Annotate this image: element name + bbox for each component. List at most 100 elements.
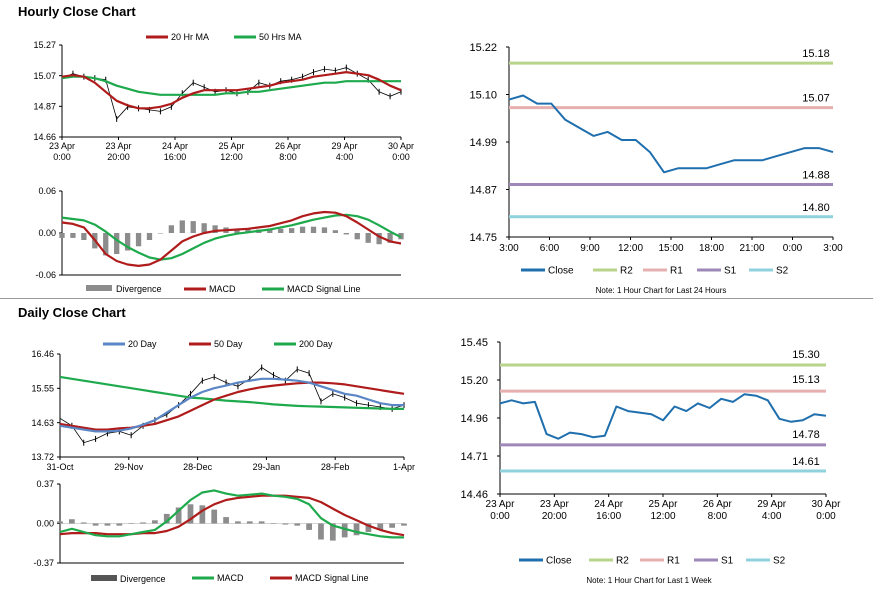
daily_macd-divergence-bar [128, 523, 135, 524]
daily-section-title: Daily Close Chart [18, 305, 126, 320]
hourly_levels-ytick-label: 14.87 [469, 184, 497, 196]
hourly_macd-divergence-bar [332, 230, 339, 233]
daily_levels-level-label: 14.78 [792, 429, 820, 441]
daily_macd-ytick-label: 0.00 [36, 519, 54, 529]
daily_macd-divergence-bar [246, 521, 253, 524]
daily_macd-ytick-label: -0.37 [33, 558, 54, 568]
daily_macd-divergence-bar [353, 523, 360, 536]
hourly_levels-ytick-label: 14.99 [469, 137, 497, 149]
section-divider [0, 298, 873, 299]
daily_macd-divergence-bar [294, 523, 301, 526]
hourly_price-xtick-label: 16:00 [164, 152, 187, 162]
hourly_price-xtick-label: 4:00 [336, 152, 354, 162]
hourly_levels-level-label: 15.07 [802, 93, 830, 105]
hourly_levels-legend-label: R2 [620, 266, 633, 277]
daily_macd-divergence-bar [341, 523, 348, 538]
daily_macd-divergence-bar [223, 517, 229, 524]
hourly_levels-legend-label: S1 [724, 266, 737, 277]
daily_levels-xtick-label: 12:00 [650, 511, 675, 522]
hourly_price-series-close [61, 67, 402, 120]
daily_macd-divergence-bar [80, 522, 87, 524]
hourly_levels-level-label: 14.80 [802, 202, 830, 214]
daily_macd-ytick-label: 0.37 [36, 479, 54, 489]
hourly_macd-divergence-bar [343, 233, 349, 235]
daily_macd-divergence-bar [163, 513, 170, 524]
daily_levels-legend-label: R2 [616, 556, 629, 567]
hourly_levels-series-close [508, 94, 834, 174]
hourly_macd-divergence-bar [234, 228, 240, 233]
daily_levels-level-label: 15.30 [792, 349, 820, 361]
hourly_macd-divergence-bar [59, 233, 65, 238]
daily_levels-xtick-label: 24 Apr [594, 499, 624, 510]
hourly_levels-xtick-label: 6:00 [540, 243, 560, 254]
hourly_macd-legend-label: MACD [209, 284, 236, 294]
hourly_macd-divergence-bar [157, 233, 164, 234]
daily_macd-divergence-bar [104, 523, 111, 526]
daily_levels-xtick-label: 20:00 [542, 511, 567, 522]
daily_macd-divergence-bar [306, 523, 312, 530]
hourly_levels-note: Note: 1 Hour Chart for Last 24 Hours [596, 286, 727, 295]
hourly_levels-ytick-label: 14.75 [469, 232, 497, 244]
hourly_levels-xtick-label: 3:00 [823, 243, 843, 254]
daily_macd-divergence-bar [282, 523, 289, 525]
daily_price-ytick-label: 14.63 [31, 418, 54, 428]
daily_macd-divergence-bar [258, 521, 265, 524]
hourly_price-xtick-label: 8:00 [279, 152, 297, 162]
daily_macd-divergence-bar [270, 523, 277, 524]
daily_macd-divergence-bar [401, 523, 407, 526]
daily_macd-legend-label: MACD [217, 573, 244, 583]
daily_price-xtick-label: 28-Dec [183, 462, 213, 472]
daily_macd-divergence-bar [92, 523, 99, 526]
hourly_macd-divergence-bar [124, 233, 131, 251]
daily_price-series-200-day [59, 375, 404, 410]
daily_price-legend-label: 200 Day [299, 339, 333, 349]
daily_price-xtick-label: 1-Apr [393, 462, 415, 472]
hourly_macd-divergence-bar [299, 226, 306, 233]
daily_price-xtick-label: 31-Oct [46, 462, 74, 472]
hourly_macd-series-macd-signal-line [61, 213, 402, 261]
daily_macd-divergence-bar [365, 523, 372, 533]
daily_levels-ytick-label: 15.45 [460, 337, 488, 349]
daily_levels-legend-label: Close [546, 556, 572, 567]
daily_price-xtick-label: 28-Feb [321, 462, 350, 472]
daily_macd-series-macd-signal-line [59, 494, 405, 537]
daily_levels-xtick-label: 25 Apr [649, 499, 679, 510]
hourly_macd-divergence-bar [114, 233, 120, 254]
hourly_levels-ytick-label: 15.22 [469, 42, 497, 54]
hourly_macd-divergence-bar [103, 233, 109, 256]
daily_levels-xtick-label: 26 Apr [703, 499, 733, 510]
hourly_macd-legend-swatch [86, 285, 112, 291]
daily_macd-divergence-bar [175, 507, 182, 524]
hourly_price-xtick-label: 0:00 [392, 152, 410, 162]
hourly_levels-legend-label: Close [548, 266, 574, 277]
hourly_macd-divergence-bar [310, 226, 317, 233]
daily_levels-xtick-label: 16:00 [596, 511, 621, 522]
daily_price-ytick-label: 13.72 [31, 452, 54, 462]
daily_macd-divergence-bar [329, 523, 336, 541]
hourly_macd-divergence-bar [267, 229, 273, 233]
hourly_macd-ytick-label: 0.00 [38, 228, 56, 238]
hourly_price-xtick-label: 26 Apr [275, 141, 301, 151]
hourly_macd-divergence-bar [146, 233, 153, 240]
daily_macd-legend-label: Divergence [120, 574, 166, 584]
hourly_price-xtick-label: 0:00 [53, 152, 71, 162]
daily_price-xtick-label: 29-Jan [253, 462, 281, 472]
hourly_levels-ytick-label: 15.10 [469, 89, 497, 101]
daily_levels-xtick-label: 23 Apr [540, 499, 570, 510]
hourly_macd-series-macd [61, 210, 402, 267]
daily_levels-ytick-label: 14.71 [460, 451, 488, 463]
daily_levels-ytick-label: 14.46 [460, 489, 488, 501]
daily_price-xtick-label: 29-Nov [114, 462, 144, 472]
daily_macd-divergence-bar [140, 522, 146, 524]
daily_macd-legend-swatch [91, 575, 117, 581]
hourly_macd-divergence-bar [212, 225, 218, 233]
daily_levels-xtick-label: 23 Apr [486, 499, 516, 510]
daily_macd-divergence-bar [235, 521, 241, 524]
daily_macd-legend-label: MACD Signal Line [295, 573, 369, 583]
hourly_price-series-50-hrs-ma [61, 75, 401, 96]
daily_macd-divergence-bar [57, 521, 63, 524]
daily_levels-note: Note: 1 Hour Chart for Last 1 Week [586, 576, 712, 585]
daily_levels-legend-label: S2 [773, 556, 786, 567]
daily_macd-divergence-bar [152, 520, 158, 524]
